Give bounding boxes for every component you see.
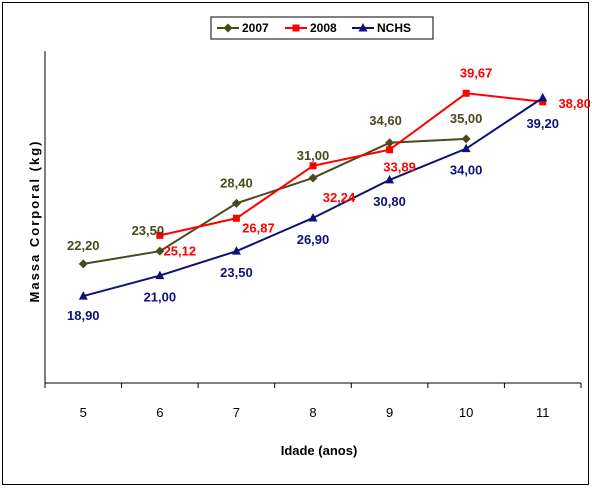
data-label: 32,24 <box>323 190 356 205</box>
x-tick-label: 9 <box>386 405 393 420</box>
legend-label: NCHS <box>377 21 411 35</box>
data-point <box>231 198 241 208</box>
data-point <box>461 134 471 144</box>
data-label: 23,50 <box>132 223 165 238</box>
data-point <box>462 89 470 97</box>
data-point <box>461 143 471 153</box>
y-axis-title: Massa Corporal (kg) <box>27 140 42 303</box>
data-label: 34,00 <box>450 163 483 178</box>
data-point <box>386 146 394 154</box>
data-label: 26,87 <box>242 220 275 235</box>
data-label: 22,20 <box>67 238 100 253</box>
data-label: 38,80 <box>558 96 590 111</box>
data-point <box>156 231 164 239</box>
series-line-nchs <box>83 97 544 298</box>
data-point <box>385 174 395 184</box>
data-point <box>538 92 548 102</box>
data-label: 34,60 <box>369 113 402 128</box>
legend: 2007 2008 NCHS <box>210 16 434 40</box>
data-label: 28,40 <box>220 175 253 190</box>
data-label: 21,00 <box>144 290 177 305</box>
data-point <box>231 246 241 255</box>
x-tick-label: 8 <box>309 405 316 420</box>
data-point <box>223 23 233 33</box>
legend-label: 2007 <box>242 21 269 35</box>
series-line-2007 <box>83 137 467 265</box>
data-label: 23,50 <box>220 265 253 280</box>
data-point <box>232 214 240 222</box>
data-label: 26,90 <box>297 232 330 247</box>
x-tick-label: 10 <box>459 405 473 420</box>
data-label: 39,67 <box>460 65 493 80</box>
data-point <box>539 98 547 106</box>
data-label: 31,00 <box>297 148 330 163</box>
data-point <box>78 291 88 300</box>
data-label: 30,80 <box>373 194 406 209</box>
data-point <box>358 23 368 32</box>
data-point <box>155 270 165 280</box>
data-label: 39,20 <box>526 116 559 131</box>
legend-box <box>210 16 434 40</box>
data-point <box>292 24 300 32</box>
data-point <box>308 173 318 183</box>
data-label: 35,00 <box>450 111 483 126</box>
x-axis-title: Idade (anos) <box>281 443 358 458</box>
data-point <box>308 212 318 222</box>
axes: 5 6 7 8 9 10 11 <box>44 51 582 420</box>
x-tick-label: 6 <box>156 405 163 420</box>
x-tick-label: 5 <box>80 405 87 420</box>
x-tick-label: 11 <box>536 405 550 420</box>
data-point <box>155 246 165 256</box>
data-point <box>385 138 395 148</box>
data-label: 33,89 <box>383 160 416 175</box>
data-labels: 22,20 23,50 28,40 31,00 34,60 35,00 25,12 26,87… <box>67 65 590 323</box>
series-markers <box>78 89 548 300</box>
data-point <box>309 162 317 170</box>
line-chart: 2007 2008 NCHS 5 6 7 8 9 10 11 22,20 23,50 28,40 31… <box>27 16 590 458</box>
x-tick-label: 7 <box>233 405 240 420</box>
series-line-2008 <box>159 92 543 237</box>
data-label: 18,90 <box>67 308 100 323</box>
data-label: 25,12 <box>164 243 197 258</box>
legend-label: 2008 <box>310 21 337 35</box>
data-point <box>78 259 88 269</box>
